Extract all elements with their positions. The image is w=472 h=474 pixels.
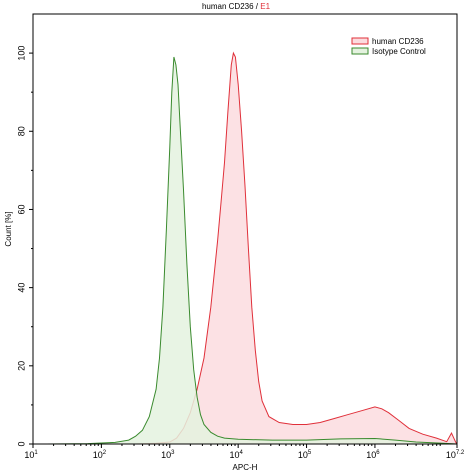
- y-tick-label: 100: [16, 46, 26, 61]
- legend-swatch-human-cd236: [351, 37, 369, 45]
- chart-title-separator: /: [254, 2, 261, 11]
- chart-title-gate: E1: [260, 2, 270, 11]
- plot-frame: [32, 13, 458, 445]
- x-axis: 101 102 103 104 105 106 107.2: [24, 444, 465, 460]
- chart-title: human CD236 / E1: [202, 2, 271, 11]
- x-tick-label: 104: [229, 450, 243, 460]
- x-tick-label: 101: [24, 450, 38, 460]
- y-tick-label: 80: [16, 126, 26, 136]
- y-tick-label: 0: [16, 441, 26, 446]
- x-tick-label: 107.2: [446, 450, 465, 460]
- series-line-isotype-control: [46, 56, 458, 445]
- x-axis-title: APC-H: [233, 463, 258, 472]
- x-tick-label: 106: [366, 450, 380, 460]
- legend-label-human-cd236: human CD236: [372, 37, 424, 46]
- y-axis: 0 20 40 60 80 100: [16, 46, 33, 447]
- legend: human CD236 Isotype Control: [351, 37, 426, 56]
- series-area-human-cd236: [135, 53, 457, 444]
- y-tick-label: 60: [16, 204, 26, 214]
- y-tick-label: 20: [16, 361, 26, 371]
- x-tick-label: 103: [161, 450, 175, 460]
- legend-label-isotype-control: Isotype Control: [372, 47, 426, 56]
- series-layer: [46, 51, 458, 445]
- x-tick-label: 105: [298, 450, 312, 460]
- y-tick-label: 40: [16, 283, 26, 293]
- series-line-human-cd236: [135, 51, 458, 445]
- legend-swatch-isotype-control: [351, 47, 369, 55]
- chart-title-main: human CD236: [202, 2, 254, 11]
- x-tick-label: 102: [93, 450, 107, 460]
- y-axis-title: Count [%]: [4, 211, 13, 246]
